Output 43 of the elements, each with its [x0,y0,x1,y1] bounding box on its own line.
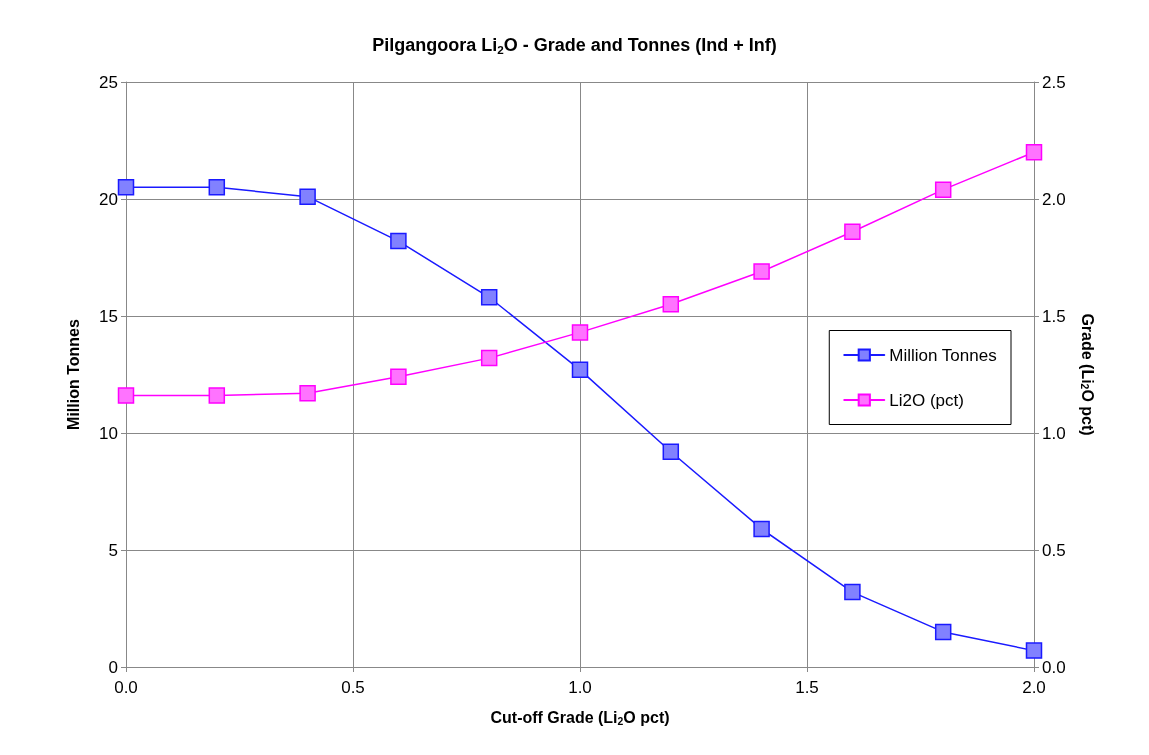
point [1025,143,1043,161]
x-tick-label: 2.0 [1022,678,1046,697]
y-tick-label: 20 [99,189,118,209]
y-tick-label: 5 [108,540,118,560]
point [844,583,861,601]
point [117,179,135,196]
point [934,181,952,198]
point [390,232,407,250]
point [208,387,226,404]
y-tick-label: 15 [99,306,118,326]
x-tick-label: 1.5 [795,678,819,697]
point [844,223,861,241]
y2-tick-label: 2.5 [1042,72,1066,92]
point [753,263,770,280]
y2-tick-label: 1.5 [1042,306,1066,326]
legend-label: Li2O (pct) [889,390,964,410]
point [390,368,407,386]
y-tick-label: 0 [108,657,118,677]
point [662,296,680,313]
point [571,324,589,341]
point [480,349,498,367]
point [299,188,316,205]
point [571,361,589,379]
point [753,520,770,538]
point [934,623,952,641]
legend-label: Million Tonnes [889,345,997,365]
y2-tick-label: 2.0 [1042,189,1066,209]
y2-axis-title: Grade (Li2O pct) [1078,313,1097,436]
point [1025,642,1043,659]
y2-tick-label: 0.5 [1042,540,1066,560]
x-tick-label: 1.0 [568,678,592,697]
y-tick-label: 25 [99,72,118,92]
x-tick-label: 0.5 [341,678,365,697]
y-tick-label: 10 [99,423,118,443]
point [662,443,680,460]
y2-tick-label: 0.0 [1042,657,1066,677]
y-axis-title: Million Tonnes [64,319,82,430]
point [480,289,498,306]
point [208,179,226,196]
y2-tick-label: 1.0 [1042,423,1066,443]
x-tick-label: 0.0 [114,678,138,697]
point [299,384,316,402]
point [117,387,135,404]
